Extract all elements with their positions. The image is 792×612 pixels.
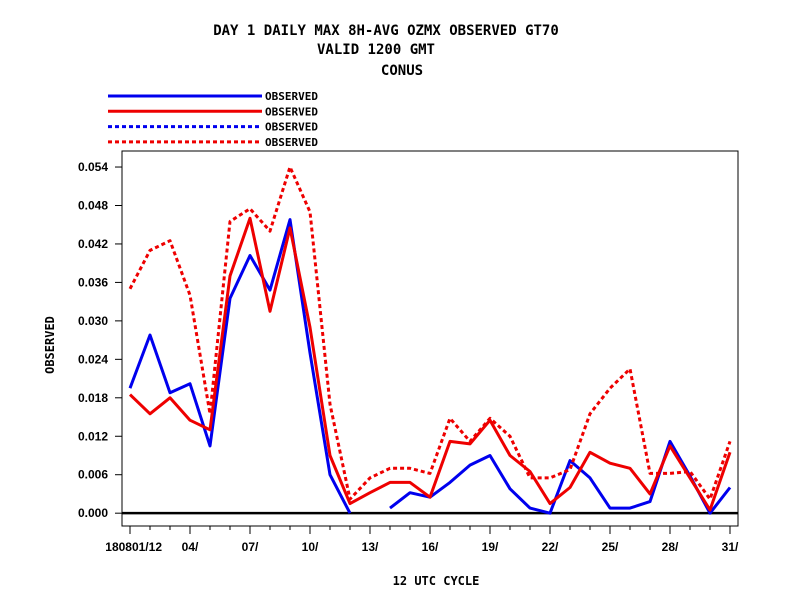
x-axis: 180801/12 04/07/10/13/16/19/22/25/28/31/ [105, 526, 739, 554]
y-tick-label: 0.054 [78, 160, 108, 174]
x-tick-label: 10/ [302, 540, 319, 554]
legend-label: OBSERVED [265, 90, 318, 103]
series-line [128, 216, 732, 512]
x-tick-label: 31/ [722, 540, 739, 554]
x-axis-label: 12 UTC CYCLE [393, 574, 480, 588]
series-layer [128, 165, 732, 515]
legend-label: OBSERVED [265, 136, 318, 149]
legend-label: OBSERVED [265, 105, 318, 118]
chart-title-line-2: VALID 1200 GMT [317, 42, 435, 58]
y-tick-label: 0.024 [78, 352, 108, 366]
y-tick-label: 0.030 [78, 314, 108, 328]
series-line [389, 439, 732, 515]
y-tick-label: 0.012 [78, 429, 108, 443]
x-tick-label: 25/ [602, 540, 619, 554]
y-axis-label: OBSERVED [43, 316, 57, 374]
y-tick-label: 0.000 [78, 506, 108, 520]
y-axis: 0.000 0.006 0.012 0.018 0.024 0.030 0.036 0.042… [78, 160, 738, 520]
y-tick-label: 0.042 [78, 237, 108, 251]
legend: OBSERVED OBSERVED OBSERVED OBSERVED [108, 90, 318, 149]
y-tick-label: 0.018 [78, 391, 108, 405]
x-tick-label: 07/ [242, 540, 259, 554]
x-tick-label: 22/ [542, 540, 559, 554]
x-tick-label: 28/ [662, 540, 679, 554]
x-tick-label: 16/ [422, 540, 439, 554]
series-line [128, 218, 352, 514]
chart-title-line-1: DAY 1 DAILY MAX 8H-AVG OZMX OBSERVED GT7… [213, 23, 559, 39]
plot-frame [121, 150, 739, 527]
x-tick-label: 180801/12 [105, 540, 162, 554]
series-line [128, 165, 732, 501]
chart-title-line-3: CONUS [381, 63, 423, 79]
legend-label: OBSERVED [265, 121, 318, 134]
x-tick-label: 19/ [482, 540, 499, 554]
y-tick-label: 0.048 [78, 198, 108, 212]
x-tick-label: 13/ [362, 540, 379, 554]
y-tick-label: 0.036 [78, 275, 108, 289]
x-tick-label: 04/ [182, 540, 199, 554]
y-tick-label: 0.006 [78, 468, 108, 482]
